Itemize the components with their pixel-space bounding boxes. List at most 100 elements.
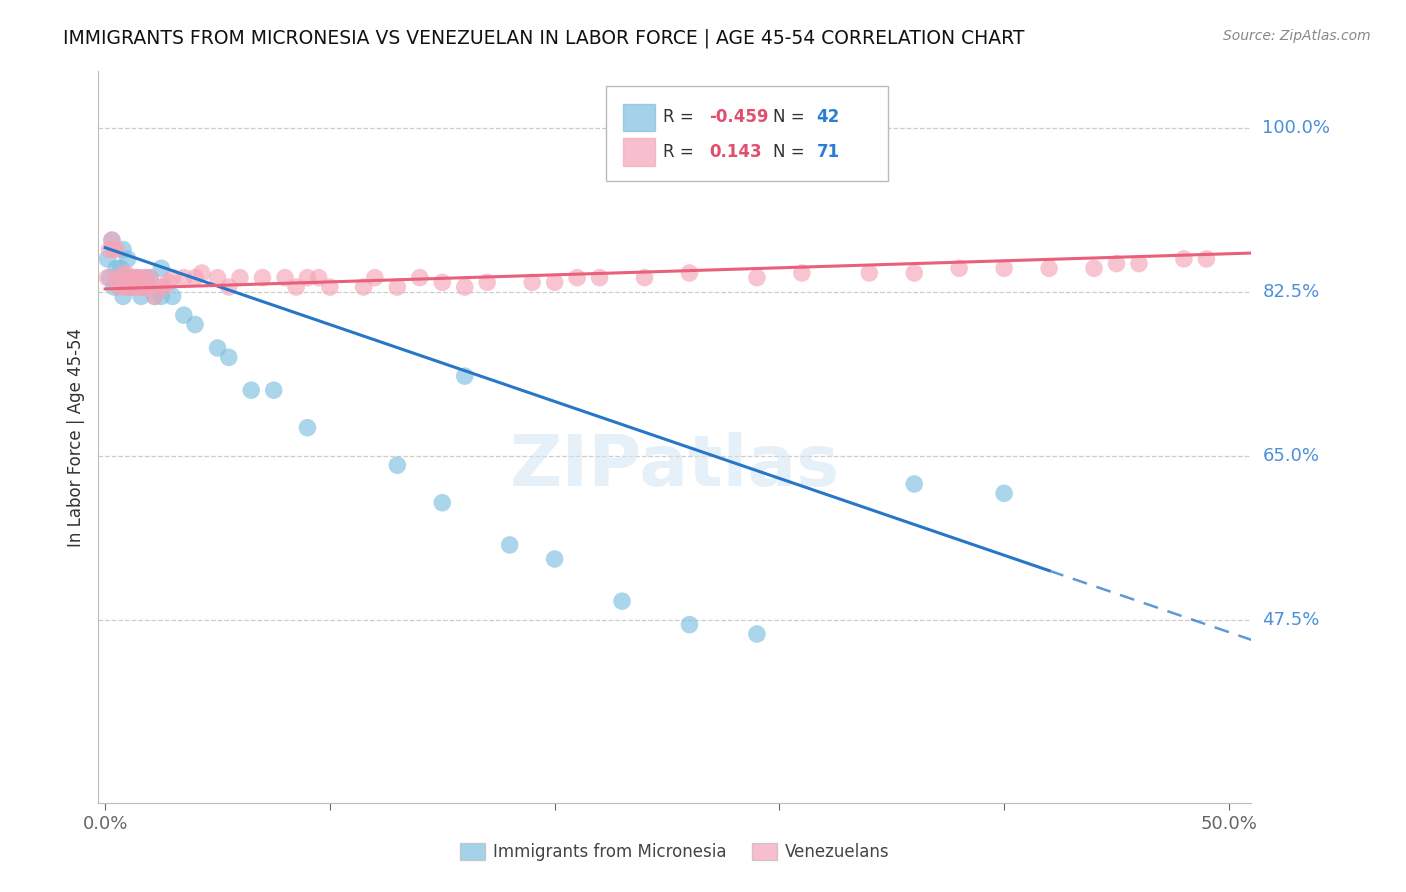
Point xyxy=(96,270,118,285)
Point xyxy=(274,270,297,285)
Point xyxy=(499,538,522,552)
Legend: Immigrants from Micronesia, Venezuelans: Immigrants from Micronesia, Venezuelans xyxy=(453,836,897,868)
Point xyxy=(129,289,152,303)
Point xyxy=(252,270,274,285)
Point xyxy=(1083,261,1105,276)
Point xyxy=(117,252,139,266)
Text: ZIPatlas: ZIPatlas xyxy=(510,432,839,500)
Point xyxy=(162,289,184,303)
Point xyxy=(173,308,195,322)
Point xyxy=(162,270,184,285)
Point xyxy=(101,233,124,247)
Bar xyxy=(623,103,655,131)
Point xyxy=(110,270,132,285)
Point xyxy=(543,276,565,290)
Point xyxy=(297,270,319,285)
Point xyxy=(432,276,454,290)
Point xyxy=(128,276,150,290)
Point xyxy=(152,280,174,294)
Point xyxy=(454,280,477,294)
Point xyxy=(184,270,207,285)
Point xyxy=(610,594,633,608)
Point xyxy=(98,270,121,285)
Point xyxy=(105,270,128,285)
Point xyxy=(903,266,925,280)
Point xyxy=(229,270,252,285)
Text: Source: ZipAtlas.com: Source: ZipAtlas.com xyxy=(1223,29,1371,43)
Point xyxy=(117,280,139,294)
Point xyxy=(678,617,700,632)
Point xyxy=(543,552,565,566)
Point xyxy=(477,276,499,290)
Point xyxy=(387,458,409,473)
Point xyxy=(993,261,1015,276)
Point xyxy=(118,270,141,285)
Text: 0.143: 0.143 xyxy=(710,143,762,161)
Point xyxy=(114,270,136,285)
Point xyxy=(1195,252,1218,266)
Point xyxy=(157,276,180,290)
Point xyxy=(364,270,387,285)
Point xyxy=(173,270,195,285)
Point xyxy=(520,276,543,290)
Y-axis label: In Labor Force | Age 45-54: In Labor Force | Age 45-54 xyxy=(66,327,84,547)
Point xyxy=(135,280,157,294)
Point xyxy=(948,261,970,276)
Point xyxy=(353,280,375,294)
Point xyxy=(678,266,700,280)
Point xyxy=(319,280,342,294)
Point xyxy=(139,270,162,285)
Point xyxy=(107,270,129,285)
Point xyxy=(124,276,146,290)
Point xyxy=(117,270,139,285)
Point xyxy=(101,233,124,247)
Point xyxy=(454,369,477,384)
Point xyxy=(103,243,125,257)
Text: 71: 71 xyxy=(817,143,839,161)
Point xyxy=(409,270,432,285)
Point xyxy=(117,280,139,294)
Point xyxy=(135,270,157,285)
FancyBboxPatch shape xyxy=(606,86,889,181)
Point xyxy=(125,270,148,285)
Text: 65.0%: 65.0% xyxy=(1263,447,1319,465)
Text: 100.0%: 100.0% xyxy=(1263,119,1330,136)
Point xyxy=(1038,261,1060,276)
Point xyxy=(240,383,263,397)
Point xyxy=(118,270,141,285)
Point xyxy=(143,289,166,303)
Point xyxy=(184,318,207,332)
Point xyxy=(297,420,319,434)
Point xyxy=(129,280,152,294)
Point xyxy=(1105,257,1128,271)
Point xyxy=(124,270,146,285)
Point xyxy=(565,270,588,285)
Point xyxy=(121,280,143,294)
Point xyxy=(129,280,152,294)
Point xyxy=(112,280,135,294)
Point xyxy=(387,280,409,294)
Point xyxy=(790,266,813,280)
Point xyxy=(218,280,240,294)
Point xyxy=(745,270,768,285)
Point xyxy=(858,266,880,280)
Point xyxy=(98,243,121,257)
Point xyxy=(588,270,610,285)
Point xyxy=(125,280,148,294)
Point xyxy=(745,627,768,641)
Point xyxy=(114,266,136,280)
Text: -0.459: -0.459 xyxy=(710,109,769,127)
Point xyxy=(125,280,148,294)
Point xyxy=(128,270,150,285)
Point xyxy=(136,280,159,294)
Point xyxy=(308,270,330,285)
Point xyxy=(105,243,128,257)
Point xyxy=(150,289,173,303)
Text: N =: N = xyxy=(773,143,804,161)
Point xyxy=(96,252,118,266)
Point xyxy=(112,270,135,285)
Point xyxy=(207,270,229,285)
Point xyxy=(132,280,155,294)
Point xyxy=(285,280,308,294)
Point xyxy=(903,477,925,491)
